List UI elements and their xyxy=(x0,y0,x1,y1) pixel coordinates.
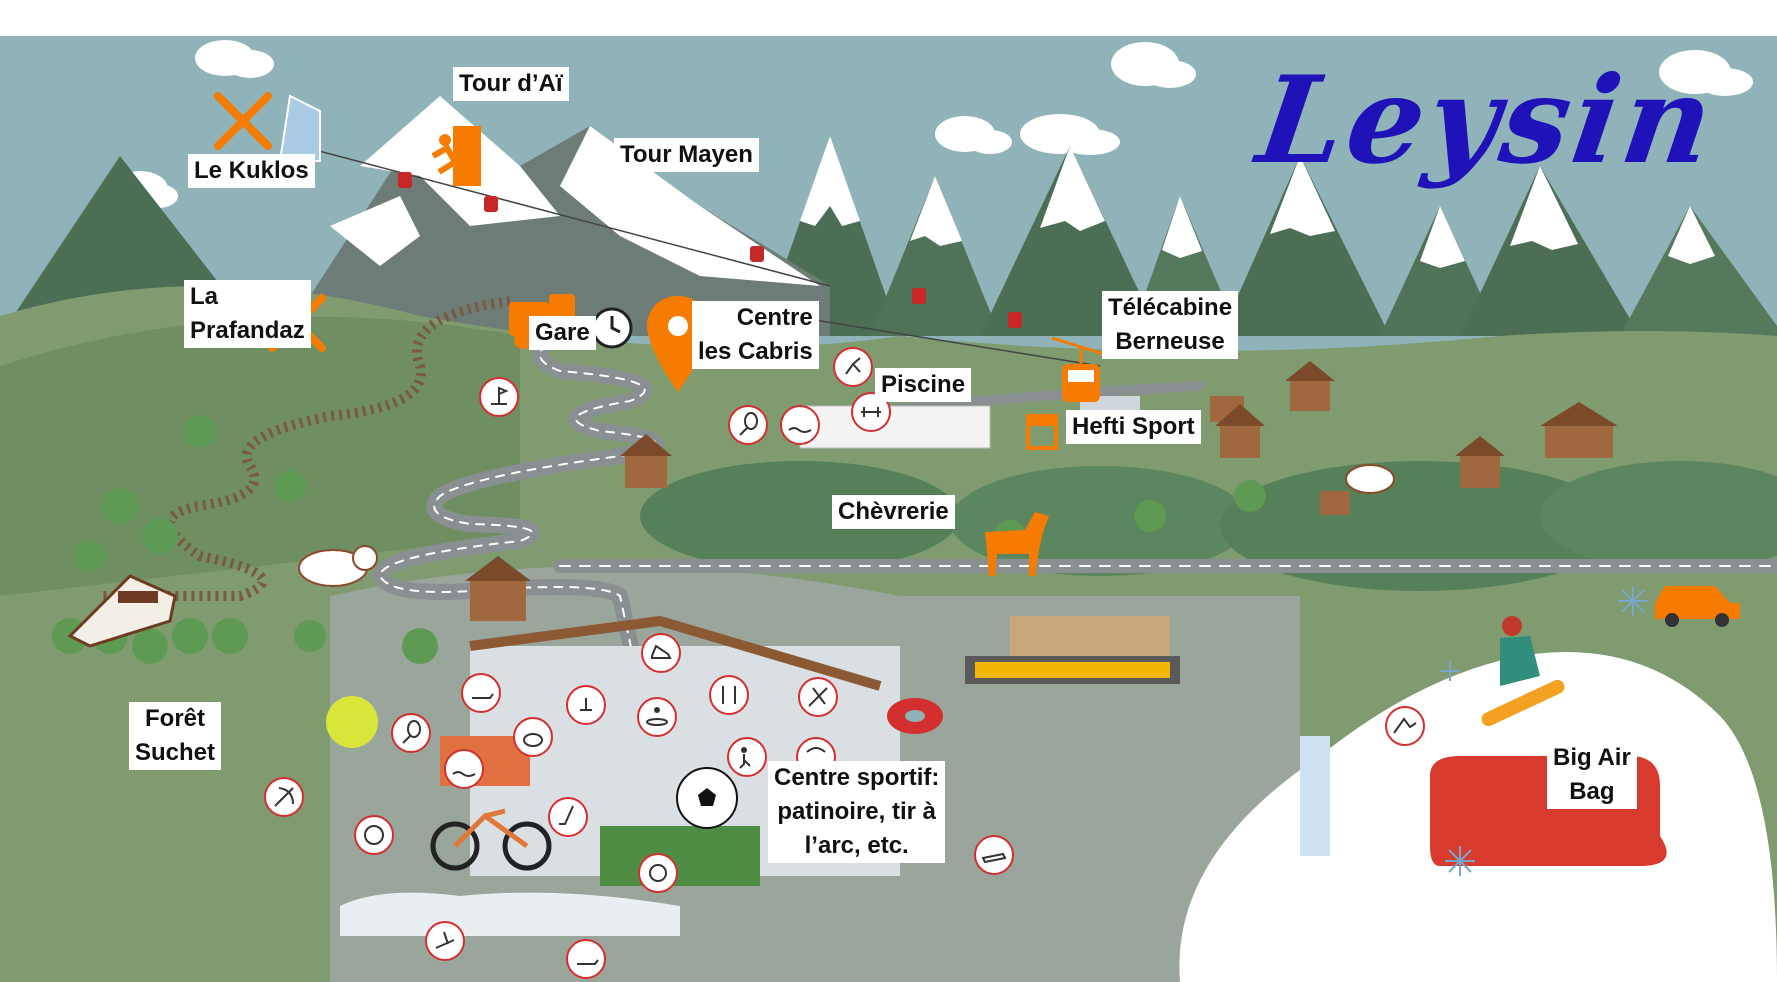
map-area xyxy=(0,36,1777,982)
hockey-icon[interactable] xyxy=(547,796,589,838)
trampoline-icon[interactable] xyxy=(636,696,678,738)
curling-icon[interactable] xyxy=(565,684,607,726)
label-centre-les-cabris[interactable]: Centre les Cabris xyxy=(692,301,819,369)
label-line: l’arc, etc. xyxy=(804,832,909,859)
hiking-icon[interactable] xyxy=(726,736,768,778)
label-le-kuklos[interactable]: Le Kuklos xyxy=(188,154,315,188)
label-line: Prafandaz xyxy=(190,317,305,344)
label-la-prafandaz[interactable]: La Prafandaz xyxy=(184,280,311,348)
climbing-icon xyxy=(431,126,481,186)
snowboarder-icon xyxy=(1481,616,1565,727)
label-line: Centre sportif: xyxy=(774,764,940,791)
shop-icon xyxy=(1026,414,1058,450)
label-telecabine-berneuse[interactable]: Télécabine Berneuse xyxy=(1102,291,1239,359)
restaurant-icon[interactable] xyxy=(708,674,750,716)
clock-icon xyxy=(591,307,633,349)
label-line: les Cabris xyxy=(698,338,813,365)
rack-train-icon xyxy=(67,574,177,648)
label-big-air-bag[interactable]: Big Air Bag xyxy=(1547,741,1637,809)
volleyball-icon[interactable] xyxy=(353,814,395,856)
bicycle-icon xyxy=(430,808,552,871)
mini-golf-icon[interactable] xyxy=(478,376,520,418)
swimming-icon[interactable] xyxy=(443,748,485,790)
label-centre-sportif[interactable]: Centre sportif: patinoire, tir à l’arc, et… xyxy=(768,761,946,863)
ice-skating-icon[interactable] xyxy=(640,632,682,674)
car-icon xyxy=(1655,586,1740,627)
label-line: patinoire, tir à xyxy=(777,798,937,825)
label-tour-dai[interactable]: Tour d’Aï xyxy=(453,67,569,101)
sledding-icon[interactable] xyxy=(460,672,502,714)
label-line: Big Air xyxy=(1553,744,1631,771)
sledding-icon[interactable] xyxy=(565,938,607,980)
bob-luge-icon[interactable] xyxy=(973,834,1015,876)
climbing-icon[interactable] xyxy=(832,346,874,388)
curling-icon[interactable] xyxy=(512,716,554,758)
football-icon xyxy=(676,767,738,829)
label-foret-suchet[interactable]: Forêt Suchet xyxy=(129,702,222,770)
label-gare[interactable]: Gare xyxy=(529,316,596,350)
snowpark-icon[interactable] xyxy=(1384,705,1426,747)
label-line: Gare xyxy=(535,319,590,346)
snowflake-icons xyxy=(1440,586,1648,876)
tennis-icon[interactable] xyxy=(390,712,432,754)
label-line: Piscine xyxy=(881,371,966,398)
chalets xyxy=(465,361,1618,621)
label-line: Télécabine xyxy=(1108,294,1233,321)
label-line: Berneuse xyxy=(1115,328,1225,355)
label-hefti-sport[interactable]: Hefti Sport xyxy=(1066,410,1201,444)
fitness-icon[interactable] xyxy=(850,391,892,433)
gondola-icon xyxy=(1051,336,1111,402)
ski-icon[interactable] xyxy=(424,920,466,962)
map-title: Leysin xyxy=(1250,50,1725,191)
map-illustration xyxy=(0,36,1777,982)
label-tour-mayen[interactable]: Tour Mayen xyxy=(614,138,759,172)
label-line: Bag xyxy=(1569,778,1615,805)
label-line: Le Kuklos xyxy=(194,157,309,184)
label-chevrerie[interactable]: Chèvrerie xyxy=(832,495,955,529)
railway xyxy=(100,296,511,601)
label-line: Forêt xyxy=(145,705,205,732)
swimming-icon[interactable] xyxy=(779,404,821,446)
cows xyxy=(298,464,1395,587)
label-line: Tour Mayen xyxy=(620,141,753,168)
label-line: Hefti Sport xyxy=(1072,413,1195,440)
tennis-ball-icon xyxy=(326,696,378,748)
mountain-range xyxy=(0,136,1777,336)
label-line: Chèvrerie xyxy=(838,498,949,525)
restaurant-icon xyxy=(214,92,272,150)
archery-icon[interactable] xyxy=(263,776,305,818)
goat-icon xyxy=(985,512,1049,576)
label-line: Suchet xyxy=(135,739,216,766)
cable-lines xyxy=(299,145,1101,367)
football-icon[interactable] xyxy=(637,852,679,894)
label-piscine[interactable]: Piscine xyxy=(875,368,972,402)
label-line: Centre xyxy=(736,304,813,331)
ski-icon[interactable] xyxy=(797,676,839,718)
label-line: La xyxy=(190,283,219,310)
label-line: Tour d’Aï xyxy=(459,70,563,97)
tennis-icon[interactable] xyxy=(727,404,769,446)
snow-park xyxy=(1179,652,1777,982)
